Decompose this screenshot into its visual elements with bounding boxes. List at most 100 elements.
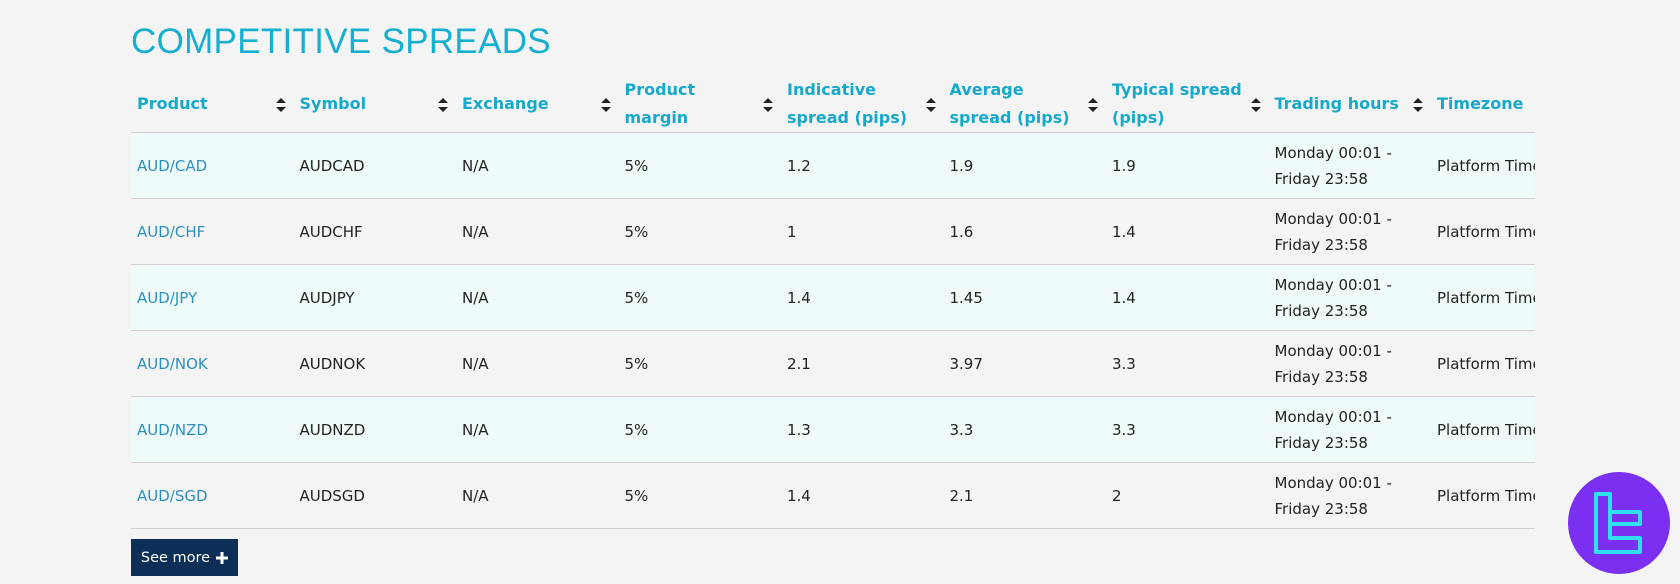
cell-text: N/A xyxy=(462,222,489,241)
column-header[interactable]: Symbol xyxy=(293,76,456,133)
cell-text: AUDCHF xyxy=(299,222,363,241)
column-header-text: Indicative spread (pips) xyxy=(787,80,908,127)
table-cell: 5% xyxy=(618,132,781,199)
sort-icon xyxy=(1088,98,1098,112)
table-cell: 5% xyxy=(618,330,781,397)
cell-text: 5% xyxy=(624,222,649,241)
column-header-text: Trading hours xyxy=(1274,94,1399,113)
column-header-text: Symbol xyxy=(299,94,367,113)
table-row: AUD/JPY AUDJPY N/A 5% 1.4 1.45 1.4 Monday 00:01… xyxy=(131,264,1535,331)
sort-icon xyxy=(1250,98,1261,112)
table-cell: Platform Time xyxy=(1431,264,1535,331)
table-cell: AUDNOK xyxy=(293,330,456,397)
table-cell: 3.97 xyxy=(943,330,1106,397)
section-title: COMPETITIVE SPREADS xyxy=(131,22,551,61)
button-label: See more xyxy=(140,549,211,566)
table-cell: N/A xyxy=(456,330,619,397)
cell-text: Monday 00:01 - Friday 23:58 xyxy=(1274,341,1392,386)
table-cell: 1.9 xyxy=(943,132,1106,199)
cell-text: 2.1 xyxy=(949,486,974,505)
cell-text: Monday 00:01 - Friday 23:58 xyxy=(1274,407,1392,452)
column-header: Timezone xyxy=(1431,76,1535,133)
table-cell: Platform Time xyxy=(1431,396,1535,463)
cell-text: Monday 00:01 - Friday 23:58 xyxy=(1274,275,1392,320)
table-row: AUD/CHF AUDCHF N/A 5% 1 1.6 1.4 Monday 00:01 - … xyxy=(131,198,1535,265)
column-header-text: Product xyxy=(137,94,208,113)
cell-text: AUDNZD xyxy=(299,420,366,439)
cell-text: 1.45 xyxy=(949,288,983,307)
spreads-table: Product Symbol Exchange Product margin Indic… xyxy=(131,76,1535,529)
cell-text: 5% xyxy=(624,420,649,439)
see-more-button[interactable]: See more xyxy=(131,539,238,576)
cell-text: Monday 00:01 - Friday 23:58 xyxy=(1274,209,1392,254)
cell-text: Platform Time xyxy=(1437,420,1535,439)
table-row: AUD/NOK AUDNOK N/A 5% 2.1 3.97 3.3 Monday 00:01… xyxy=(131,330,1535,397)
column-header-text: Typical spread (pips) xyxy=(1112,80,1242,127)
cell-text: 2 xyxy=(1112,486,1122,505)
cell-text: Platform Time xyxy=(1437,354,1535,373)
column-header[interactable]: Product margin xyxy=(618,76,781,133)
table-cell: 2.1 xyxy=(943,462,1106,529)
table-cell: Monday 00:01 - Friday 23:58 xyxy=(1268,462,1431,529)
column-header[interactable]: Exchange xyxy=(456,76,619,133)
cell-text: 3.3 xyxy=(1112,420,1136,439)
column-header-text: Average spread (pips) xyxy=(949,80,1070,127)
product-link[interactable]: AUD/NZD xyxy=(137,420,208,439)
table-cell: N/A xyxy=(456,396,619,463)
table-container: Product Symbol Exchange Product margin Indic… xyxy=(131,76,1535,529)
column-header-text: Timezone xyxy=(1437,94,1524,113)
cell-text: 1.4 xyxy=(787,486,811,505)
table-cell: 3.3 xyxy=(943,396,1106,463)
cell-text: 5% xyxy=(624,288,649,307)
table-cell: N/A xyxy=(456,132,619,199)
cell-text: 1.2 xyxy=(787,156,811,175)
table-cell: Platform Time xyxy=(1431,132,1535,199)
table-cell: AUDNZD xyxy=(293,396,456,463)
cell-text: 3.3 xyxy=(949,420,974,439)
cell-text: 1.9 xyxy=(1112,156,1136,175)
table-cell: 1.3 xyxy=(781,396,944,463)
cell-text: 3.97 xyxy=(949,354,983,373)
column-header[interactable]: Product xyxy=(131,76,294,133)
product-link[interactable]: AUD/JPY xyxy=(137,288,198,307)
product-link[interactable]: AUD/SGD xyxy=(137,486,208,505)
cell-text: 1.9 xyxy=(949,156,974,175)
cell-text: Platform Time xyxy=(1437,288,1535,307)
table-cell: Monday 00:01 - Friday 23:58 xyxy=(1268,198,1431,265)
column-header[interactable]: Indicative spread (pips) xyxy=(781,76,944,133)
table-cell: 1.4 xyxy=(1106,198,1269,265)
column-header[interactable]: Average spread (pips) xyxy=(943,76,1106,133)
product-link[interactable]: AUD/CAD xyxy=(137,156,208,175)
cell-text: N/A xyxy=(462,354,489,373)
table-row: AUD/NZD AUDNZD N/A 5% 1.3 3.3 3.3 Monday 00:01 … xyxy=(131,396,1535,463)
plus-icon xyxy=(216,551,229,564)
brand-logo xyxy=(1568,472,1670,574)
cell-text: 5% xyxy=(624,354,649,373)
table-cell: 1.4 xyxy=(1106,264,1269,331)
table-cell: AUDSGD xyxy=(293,462,456,529)
cell-text: 1.4 xyxy=(1112,288,1136,307)
table-cell: 3.3 xyxy=(1106,330,1269,397)
table-cell: 5% xyxy=(618,462,781,529)
cell-text: 5% xyxy=(624,486,649,505)
table-cell: 5% xyxy=(618,264,781,331)
cell-text: 1.6 xyxy=(949,222,974,241)
column-header[interactable]: Trading hours xyxy=(1268,76,1431,133)
table-cell: Platform Time xyxy=(1431,462,1535,529)
product-link[interactable]: AUD/CHF xyxy=(137,222,206,241)
table-cell: Monday 00:01 - Friday 23:58 xyxy=(1268,330,1431,397)
table-cell: Monday 00:01 - Friday 23:58 xyxy=(1268,132,1431,199)
cell-text: Monday 00:01 - Friday 23:58 xyxy=(1274,473,1392,518)
table-cell: N/A xyxy=(456,198,619,265)
table-cell: Platform Time xyxy=(1431,198,1535,265)
table-cell: 2.1 xyxy=(781,330,944,397)
column-header[interactable]: Typical spread (pips) xyxy=(1106,76,1269,133)
cell-text: AUDCAD xyxy=(299,156,365,175)
table-cell: N/A xyxy=(456,462,619,529)
table-cell: 1.9 xyxy=(1106,132,1269,199)
table-cell: 5% xyxy=(618,198,781,265)
product-link[interactable]: AUD/NOK xyxy=(137,354,208,373)
table-cell: AUD/CHF xyxy=(131,198,294,265)
cell-text: AUDNOK xyxy=(299,354,366,373)
cell-text: N/A xyxy=(462,486,489,505)
